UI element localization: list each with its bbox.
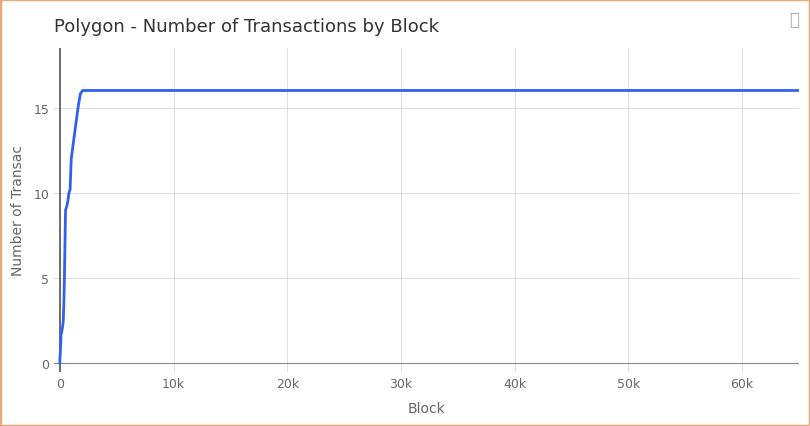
X-axis label: Block: Block [407, 401, 446, 415]
Text: Polygon - Number of Transactions by Block: Polygon - Number of Transactions by Bloc… [54, 18, 439, 36]
Text: ⓘ: ⓘ [789, 12, 799, 29]
Y-axis label: Number of Transac: Number of Transac [11, 145, 25, 276]
